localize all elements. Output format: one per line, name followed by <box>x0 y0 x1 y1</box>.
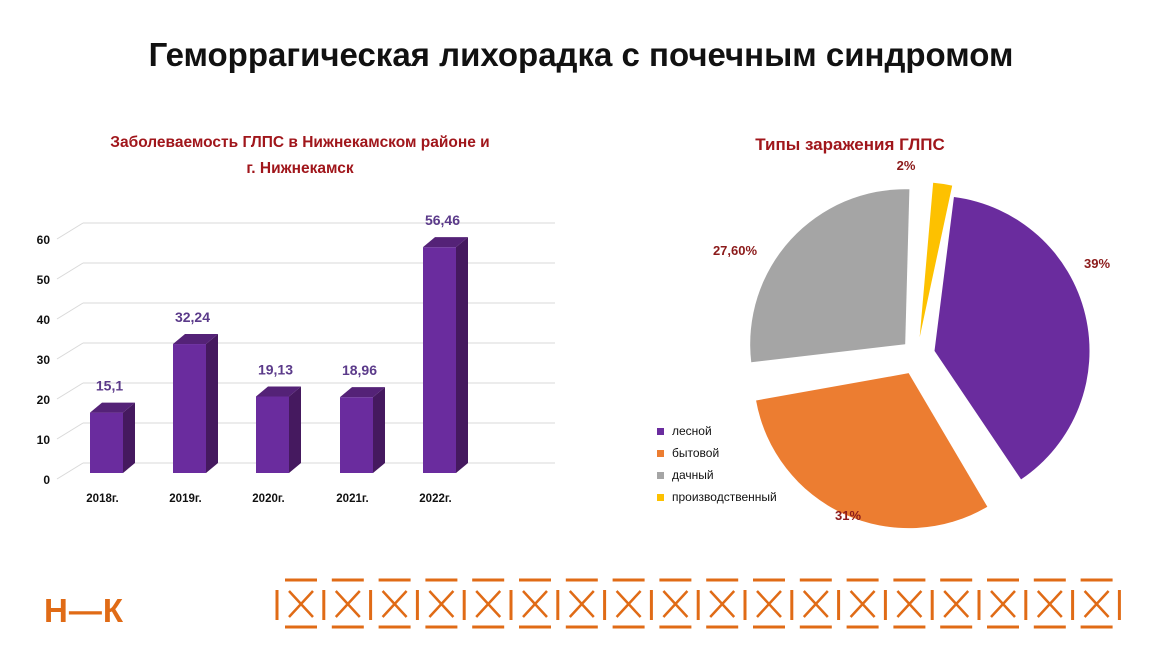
x-tick-label: 2020г. <box>252 493 284 505</box>
legend-swatch <box>657 493 664 501</box>
legend-swatch <box>657 471 664 479</box>
bar-top <box>340 387 385 398</box>
pie-slice-3 <box>919 182 953 338</box>
y-tick-label: 50 <box>37 273 51 287</box>
bar-front <box>423 247 456 473</box>
y-tick-label: 40 <box>37 313 51 327</box>
legend-item: бытовой <box>657 442 777 464</box>
pie-legend: лесной бытовой дачный производственный <box>657 420 777 508</box>
pie-slice-1 <box>756 373 988 529</box>
gridline-diagonal <box>56 382 84 400</box>
bar-side <box>373 387 385 473</box>
x-tick-label: 2019г. <box>169 493 201 505</box>
bar-top <box>423 237 468 248</box>
pie-data-label: 27,60% <box>713 243 758 258</box>
legend-label: бытовой <box>672 446 720 460</box>
pie-data-label: 31% <box>835 508 861 523</box>
bar-data-label: 32,24 <box>175 309 210 325</box>
legend-label: лесной <box>672 424 712 438</box>
bar-chart-title-line-1: Заболеваемость ГЛПС в Нижнекамском район… <box>110 134 490 151</box>
bar-data-label: 15,1 <box>96 378 123 394</box>
bar-side <box>456 237 468 473</box>
pie-slice-2 <box>750 189 910 363</box>
legend-swatch <box>657 449 664 457</box>
y-tick-label: 0 <box>43 473 50 487</box>
bar-front <box>340 397 373 473</box>
bar-top <box>90 402 135 413</box>
pie-chart-title: Типы заражения ГЛПС <box>755 135 945 154</box>
x-tick-label: 2022г. <box>419 493 451 505</box>
pie-data-label: 39% <box>1084 256 1110 271</box>
legend-item: производственный <box>657 486 777 508</box>
gridline-diagonal <box>56 222 84 240</box>
y-tick-label: 60 <box>37 233 51 247</box>
legend-item: дачный <box>657 464 777 486</box>
bar-data-label: 56,46 <box>425 212 460 228</box>
bar-data-label: 19,13 <box>258 361 293 377</box>
gridline-diagonal <box>56 342 84 360</box>
pie-slice-0 <box>934 197 1090 480</box>
bar-chart-title-line-2: г. Нижнекамск <box>246 160 354 177</box>
gridline-diagonal <box>56 422 84 440</box>
bar-side <box>289 386 301 473</box>
bar-chart-title: Заболеваемость ГЛПС в Нижнекамском район… <box>70 130 530 182</box>
bar-chart: 0 10 20 30 40 50 60 15,1 2018г. 32,24 2019г. 19,13 2… <box>37 212 555 505</box>
x-tick-label: 2018г. <box>86 493 118 505</box>
legend-label: дачный <box>672 468 714 482</box>
slide-title: Геморрагическая лихорадка с почечным син… <box>148 36 1014 73</box>
bar-front <box>90 412 123 473</box>
bar-side <box>206 334 218 473</box>
bar-front <box>256 396 289 473</box>
bar-top <box>256 386 301 397</box>
y-tick-label: 30 <box>37 353 51 367</box>
x-tick-label: 2021г. <box>336 493 368 505</box>
legend-swatch <box>657 427 664 435</box>
y-tick-label: 10 <box>37 433 51 447</box>
logo: Н—К <box>44 592 124 629</box>
legend-label: производственный <box>672 490 777 504</box>
gridline-diagonal <box>56 302 84 320</box>
bar-front <box>173 344 206 473</box>
bar-side <box>123 402 135 473</box>
pie-data-label: 2% <box>897 158 916 173</box>
legend-item: лесной <box>657 420 777 442</box>
bar-data-label: 18,96 <box>342 362 377 378</box>
gridline-diagonal <box>56 462 84 480</box>
gridline-diagonal <box>56 262 84 280</box>
bar-top <box>173 334 218 345</box>
y-tick-label: 20 <box>37 393 51 407</box>
